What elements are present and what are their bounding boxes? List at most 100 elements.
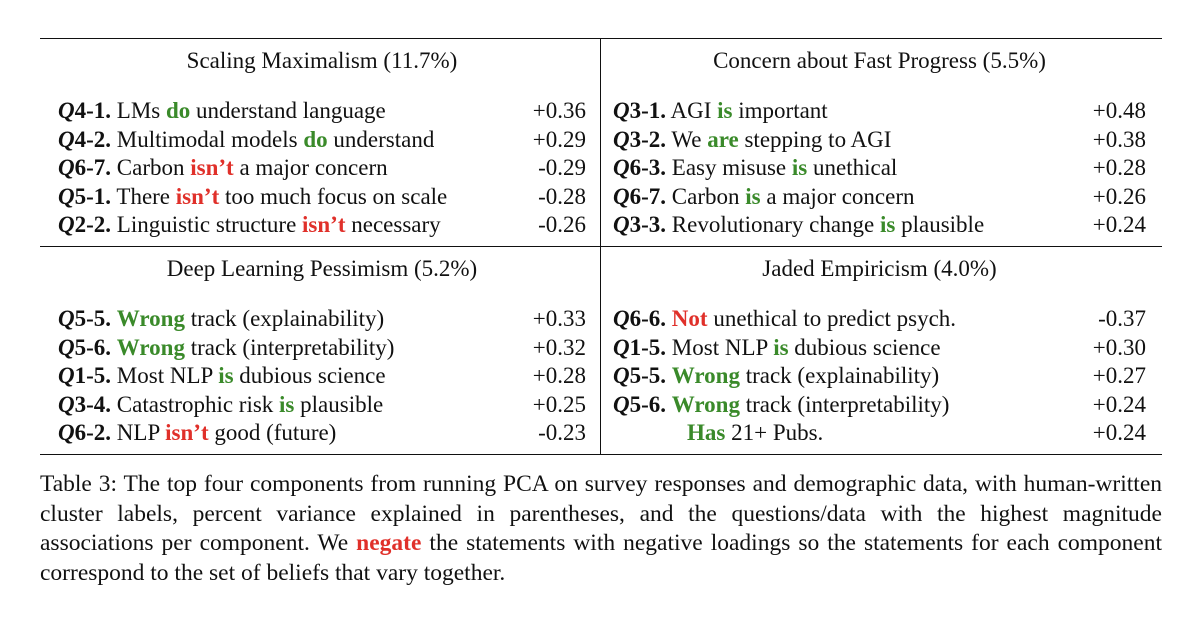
question-number: 5-6.	[74, 334, 112, 360]
table-row: Q4-1. LMs do understand language +0.36	[58, 97, 586, 126]
question-id: Q1-5.	[613, 335, 666, 360]
statement: Q1-5. Most NLP is dubious science	[613, 334, 941, 363]
statement-keyword: Not	[671, 305, 708, 331]
statement-suffix: necessary	[345, 212, 441, 238]
statement-suffix: plausible	[895, 212, 985, 238]
panel-jaded-empiricism: Jaded Empiricism (4.0%) Q6-6. Not unethi…	[601, 247, 1162, 454]
table-row: Q5-1. There isn’t too much focus on scal…	[58, 183, 586, 212]
table-row: Q6-3. Easy misuse is unethical +0.28	[613, 154, 1146, 183]
statement-prefix: Easy misuse	[671, 155, 792, 181]
statement-prefix: Carbon	[671, 183, 746, 209]
statement-keyword: do	[303, 126, 328, 152]
question-letter: Q	[58, 126, 75, 152]
table-row: Q3-3. Revolutionary change is plausible +…	[613, 211, 1146, 240]
question-number: 3-1.	[629, 98, 667, 123]
panel-title: Deep Learning Pessimism (5.2%)	[166, 255, 478, 281]
statement: Q5-5. Wrong track (explainability)	[58, 305, 384, 334]
statement-keyword: Wrong	[671, 363, 740, 389]
statement-suffix: a major concern	[760, 183, 915, 209]
table-row: Q6-7. Carbon isn’t a major concern -0.29	[58, 154, 586, 183]
question-id: Q1-5.	[58, 363, 111, 388]
statement-keyword: is	[717, 98, 733, 123]
loading-value: +0.30	[1092, 334, 1146, 360]
statement-keyword: is	[279, 391, 295, 417]
statement-prefix: Catastrophic risk	[116, 391, 280, 417]
question-id: Q3-2.	[613, 127, 666, 152]
statement-keyword: isn’t	[165, 420, 209, 446]
panel-scaling-maximalism: Scaling Maximalism (11.7%) Q4-1. LMs do …	[40, 39, 601, 246]
loading-value: +0.38	[1092, 126, 1146, 152]
statement: Q6-7. Carbon isn’t a major concern	[58, 154, 388, 183]
table-row: Q2-2. Linguistic structure isn’t necessa…	[58, 211, 586, 240]
statement-suffix: unethical to predict psych.	[707, 305, 957, 331]
statement: Q4-2. Multimodal models do understand	[58, 126, 434, 155]
question-letter: Q	[613, 126, 630, 152]
question-letter: Q	[58, 155, 75, 181]
statement-keyword: is	[745, 183, 761, 209]
question-id: Q3-4.	[58, 392, 111, 417]
statement-keyword: are	[707, 126, 739, 152]
statement-prefix: LMs	[116, 98, 166, 123]
statement: Q3-1. AGI is important	[613, 97, 828, 126]
statement-suffix: 21+ Pubs.	[725, 420, 824, 446]
loading-value: +0.24	[1092, 420, 1146, 446]
question-number: 2-2.	[74, 212, 112, 238]
question-letter: Q	[613, 305, 630, 331]
table-row: Q3-2. We are stepping to AGI +0.38	[613, 126, 1146, 155]
loading-value: +0.33	[532, 305, 586, 331]
question-letter: Q	[58, 334, 75, 360]
question-id: Q5-5.	[613, 363, 666, 388]
statement-keyword: isn’t	[190, 155, 234, 181]
table-row: Q5-6. Wrong track (interpretability) +0.2…	[613, 391, 1146, 420]
table-row: Q5-5. Wrong track (explainability) +0.27	[613, 362, 1146, 391]
table-row: Q3-4. Catastrophic risk is plausible +0.2…	[58, 391, 586, 420]
question-letter: Q	[58, 391, 75, 417]
statement-suffix: understand	[327, 126, 435, 152]
statement-keyword: is	[773, 334, 789, 360]
table-row: Q4-2. Multimodal models do understand +0.…	[58, 126, 586, 155]
statement-keyword: is	[791, 155, 808, 181]
statement: Q4-1. LMs do understand language	[58, 97, 386, 126]
statement-keyword: Wrong	[671, 391, 740, 417]
loading-value: +0.25	[532, 391, 586, 417]
statement-prefix: Linguistic structure	[116, 212, 303, 238]
statement-suffix: stepping to AGI	[738, 126, 892, 152]
question-id: Q5-1.	[58, 184, 111, 209]
statement-suffix: understand language	[190, 98, 386, 123]
question-id: Q6-3.	[613, 155, 666, 180]
statement-suffix: a major concern	[233, 155, 388, 181]
question-number: 6-6.	[629, 305, 667, 331]
statement-prefix: Carbon	[116, 155, 191, 181]
question-number: 3-3.	[629, 212, 667, 238]
loading-value: +0.28	[1092, 155, 1146, 181]
question-number: 6-7.	[74, 155, 112, 181]
statement: Q2-2. Linguistic structure isn’t necessa…	[58, 211, 441, 240]
question-letter: Q	[613, 155, 630, 181]
loading-value: +0.28	[532, 363, 586, 389]
statement-suffix: track (interpretability)	[739, 391, 950, 417]
loading-value: -0.29	[538, 155, 586, 181]
panel-title: Scaling Maximalism (11.7%)	[186, 48, 458, 73]
statement: Q3-4. Catastrophic risk is plausible	[58, 391, 383, 420]
panel-rows: Q4-1. LMs do understand language +0.36 Q4-…	[58, 83, 586, 246]
statement-keyword: Has	[687, 420, 726, 446]
statement-prefix: There	[116, 183, 176, 209]
table-row: Q1-5. Most NLP is dubious science +0.28	[58, 362, 586, 391]
question-number: 6-2.	[74, 420, 112, 446]
panel-rows: Q5-5. Wrong track (explainability) +0.33 Q…	[58, 291, 586, 454]
statement-prefix: Multimodal models	[116, 126, 304, 152]
statement-keyword: is	[218, 363, 234, 389]
table-row: Q6-6. Not unethical to predict psych. -0.…	[613, 305, 1146, 334]
statement: Q3-3. Revolutionary change is plausible	[613, 211, 984, 240]
question-letter: Q	[613, 98, 630, 123]
question-number: 5-1.	[74, 183, 112, 209]
loading-value: +0.29	[532, 126, 586, 152]
table-row: Q6-2. NLP isn’t good (future) -0.23	[58, 419, 586, 448]
statement: Q6-3. Easy misuse is unethical	[613, 154, 897, 183]
question-letter: Q	[613, 334, 630, 360]
question-letter: Q	[58, 212, 75, 238]
loading-value: +0.27	[1092, 363, 1146, 389]
statement: Q6-2. NLP isn’t good (future)	[58, 419, 336, 448]
question-letter: Q	[58, 183, 75, 209]
statement-suffix: track (explainability)	[739, 363, 940, 389]
